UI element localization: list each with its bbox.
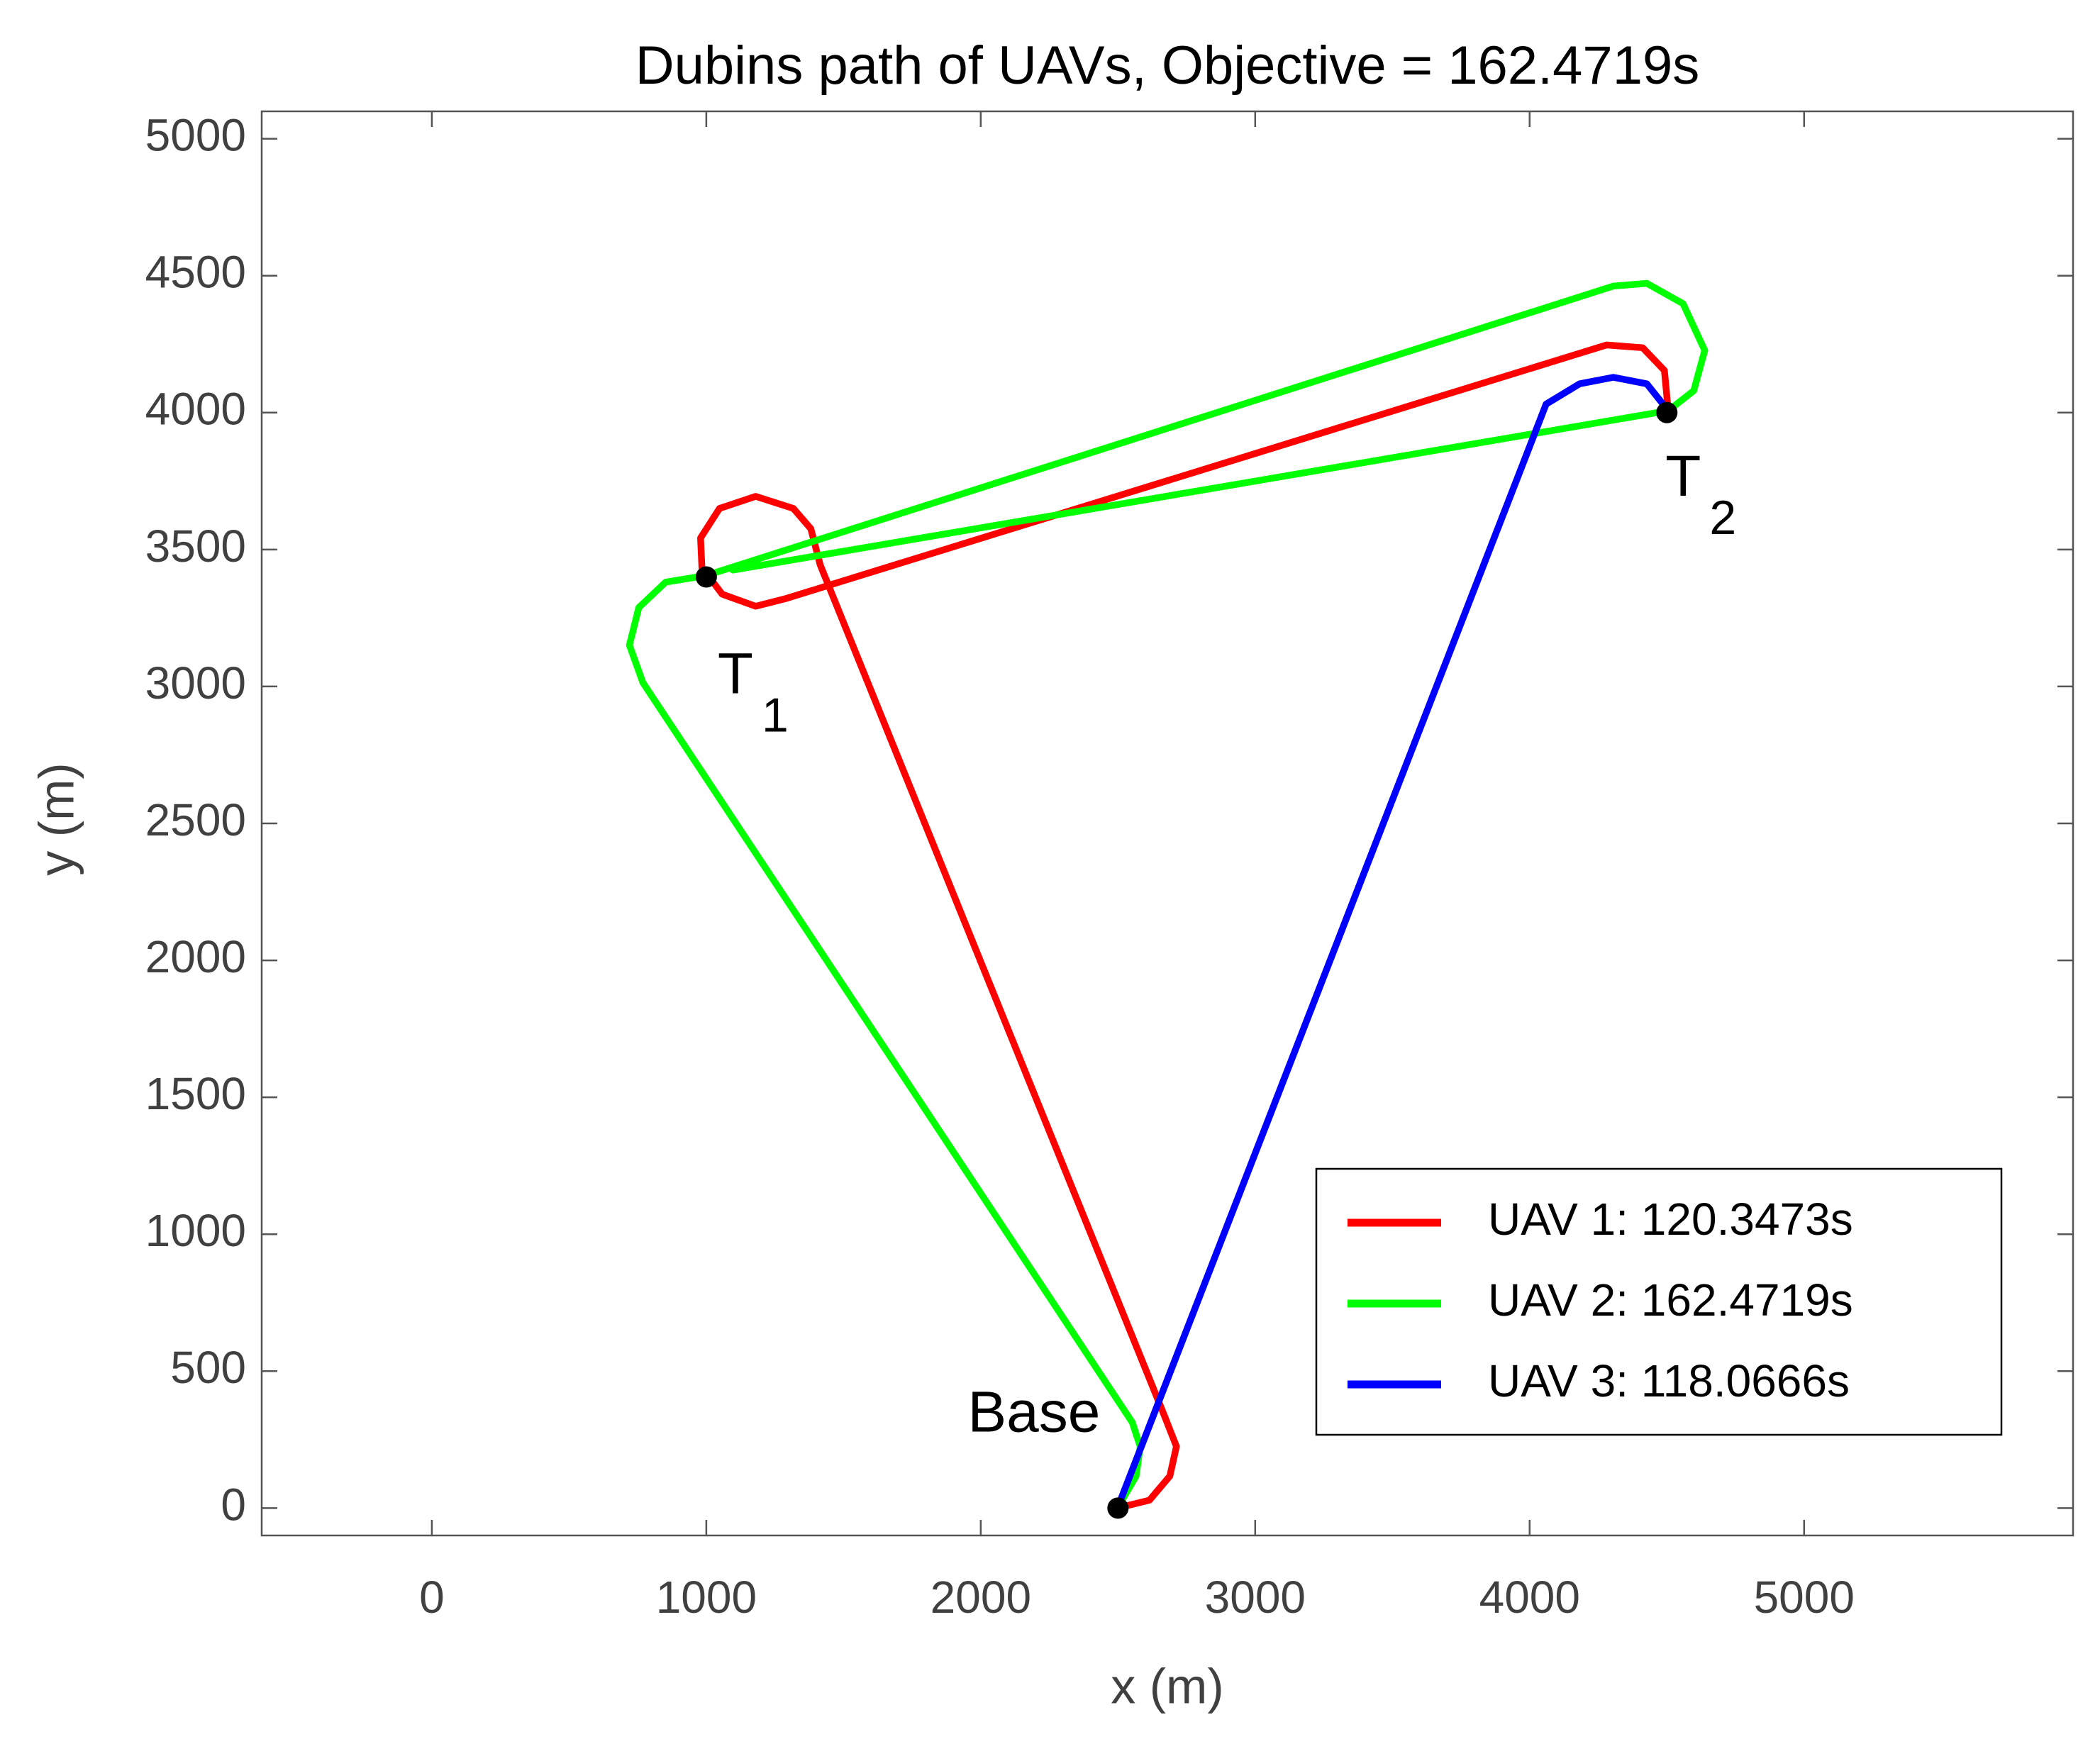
annotation-label: T2 [1665,443,1736,544]
y-tick-label: 3500 [145,521,246,572]
y-tick-label: 0 [221,1479,246,1530]
y-tick-label: 2000 [145,931,246,982]
x-tick-label: 2000 [930,1572,1031,1623]
annotation-subscript: 1 [762,688,789,742]
point-marker [695,566,717,588]
uav-path [626,279,1709,1512]
legend-label: UAV 3: 118.0666s [1488,1355,1850,1406]
annotation-subscript: 2 [1709,491,1736,545]
y-tick-label: 1000 [145,1205,246,1256]
y-tick-label: 5000 [145,110,246,161]
point-marker [1107,1497,1129,1519]
x-tick-label: 5000 [1754,1572,1855,1623]
y-tick-label: 4000 [145,384,246,435]
annotation-text: Base [967,1379,1100,1444]
annotation-label: T1 [718,641,789,742]
y-tick-label: 4500 [145,247,246,298]
point-marker [1656,401,1678,423]
y-tick-label: 500 [170,1342,246,1393]
y-tick-label: 2500 [145,794,246,845]
legend-label: UAV 2: 162.4719s [1488,1274,1853,1326]
x-tick-label: 3000 [1205,1572,1306,1623]
x-tick-label: 4000 [1479,1572,1580,1623]
y-tick-label: 3000 [145,657,246,709]
uav-path [1113,374,1672,1512]
x-axis-label: x (m) [1111,1658,1223,1714]
legend-label: UAV 1: 120.3473s [1488,1194,1853,1245]
x-tick-label: 0 [419,1572,445,1623]
y-axis-label: y (m) [28,762,84,875]
x-tick-label: 1000 [656,1572,757,1623]
annotation-label: Base [967,1379,1100,1444]
uav-path [697,341,1672,1512]
annotation-text: T [718,641,753,706]
chart-title: Dubins path of UAVs, Objective = 162.471… [635,35,1699,96]
y-tick-label: 1500 [145,1068,246,1119]
annotation-text: T [1665,443,1701,508]
